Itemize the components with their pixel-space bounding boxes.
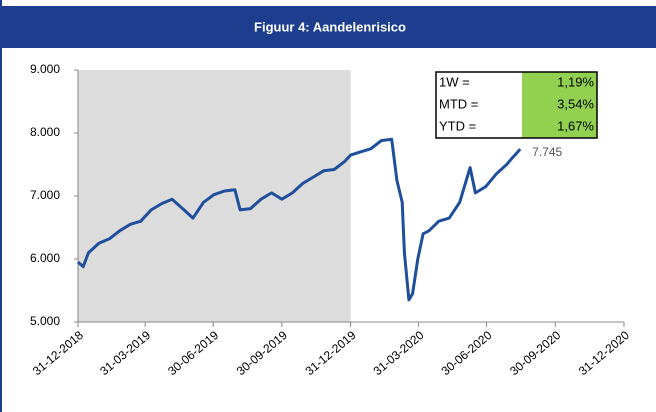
end-value-label: 7.745 [532, 145, 562, 159]
x-tick-label: 30-06-2020 [439, 328, 495, 378]
table-label: MTD = [439, 96, 478, 111]
table-value: 3,54% [557, 96, 594, 111]
table-value-cell [522, 116, 597, 138]
table-border [435, 71, 598, 139]
table-label: 1W = [439, 74, 470, 89]
y-tick-label: 6.000 [30, 251, 60, 265]
x-tick-label: 30-09-2019 [234, 328, 290, 378]
chart-title: Figuur 4: Aandelenrisico [254, 19, 406, 34]
y-tick-label: 5.000 [30, 314, 60, 328]
y-tick-label: 8.000 [30, 125, 60, 139]
x-tick-label: 31-12-2018 [30, 328, 86, 378]
y-tick-label: 9.000 [30, 62, 60, 76]
y-tick-label: 7.000 [30, 188, 60, 202]
line-series [77, 137, 522, 302]
table-value-cell [522, 94, 597, 116]
x-tick-label: 31-03-2019 [97, 328, 153, 378]
x-tick-label: 31-03-2020 [371, 328, 427, 378]
x-tick-label: 31-12-2019 [303, 328, 359, 378]
x-tick-label: 30-09-2020 [507, 328, 563, 378]
table-label: YTD = [439, 118, 476, 133]
x-tick-label: 30-06-2019 [165, 328, 221, 378]
x-tick-label: 31-12-2020 [576, 328, 632, 378]
table-value: 1,19% [557, 74, 594, 89]
header-bar [0, 6, 656, 48]
table-value: 1,67% [557, 118, 594, 133]
table-value-cell [522, 72, 597, 94]
